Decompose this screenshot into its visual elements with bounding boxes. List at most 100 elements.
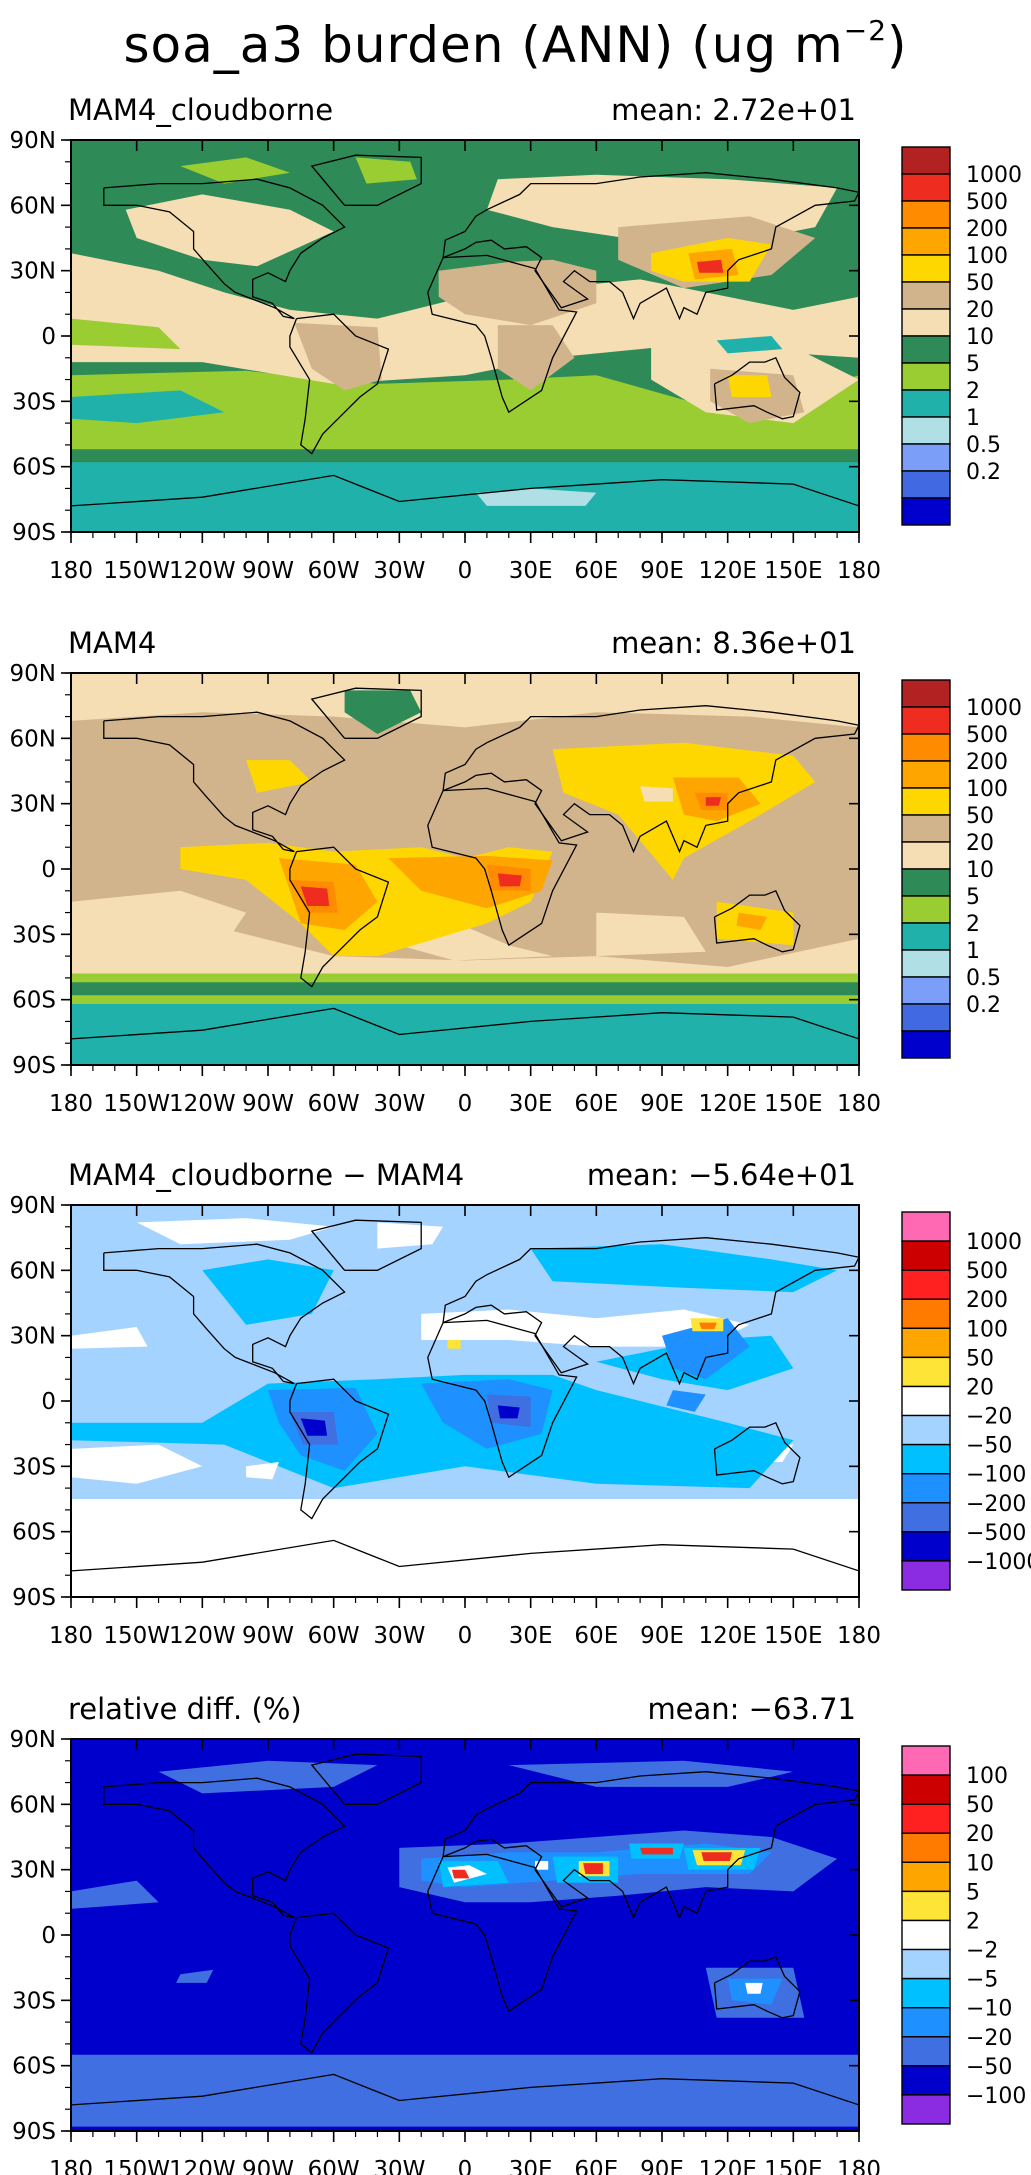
y-tick-label: 30N [10,259,56,285]
colorbar-label: 10 [966,325,994,350]
panel-title: MAM4_cloudborne [68,93,333,127]
x-tick-label: 0 [458,1091,473,1117]
contour-region [71,390,225,424]
colorbar-label: −10 [966,1997,1012,2022]
colorbar-swatch [901,497,951,526]
y-tick-label: 90S [12,1053,56,1079]
colorbar-label: 1 [966,406,980,431]
x-tick-label: 120W [169,558,236,584]
contour-region [596,912,706,957]
contour-region [71,1880,159,1909]
contour-region [71,1499,859,1597]
coastline [289,1912,390,2054]
x-tick-label: 0 [458,1623,473,1649]
colorbar-swatch [901,976,951,1005]
colorbar-label: 2 [966,912,980,937]
x-tick-label: 60E [574,558,618,584]
colorbar-swatch [901,1502,951,1533]
colorbar-label: 50 [966,1346,994,1371]
colorbar-label: 500 [966,1259,1008,1284]
y-tick-label: 90N [10,1193,56,1219]
colorbar-swatch [901,1356,951,1388]
colorbar-swatch [901,389,951,418]
colorbar-label: 5 [966,1880,980,1905]
contour-region [125,194,334,267]
x-tick-label: 120E [698,1091,756,1117]
colorbar-swatch [901,2006,951,2038]
y-tick-label: 60S [12,988,56,1014]
colorbar-swatch [901,949,951,978]
x-tick-label: 90E [640,1623,684,1649]
contour-region [71,1444,203,1484]
coastline [713,356,801,420]
contour-region [497,873,522,887]
colorbar-swatch [901,1298,951,1329]
colorbar-label: 0.5 [966,966,1001,991]
y-tick-label: 60S [12,1520,56,1546]
contour-region [640,1847,673,1855]
contour-region [640,786,673,802]
colorbar-label: 0.2 [966,460,1001,485]
colorbar-swatch [901,1030,951,1059]
colorbar-label: −1000 [966,1550,1031,1575]
colorbar-swatch [901,1890,951,1922]
colorbar-swatch [901,1861,951,1893]
x-tick-label: 0 [458,558,473,584]
contour-region [246,1462,279,1480]
colorbar-swatch [901,1240,951,1271]
colorbar-swatch [901,1832,951,1863]
colorbar-swatch [901,1977,951,2009]
x-tick-label: 30W [373,1091,425,1117]
x-tick-label: 60W [308,1623,360,1649]
colorbar-label: 10 [966,1851,994,1876]
y-tick-label: 90S [12,520,56,546]
x-tick-label: 90W [242,1623,294,1649]
contour-region [508,1760,794,1787]
colorbar-label: 100 [966,244,1008,269]
colorbar-swatch [901,841,951,870]
contour-region [180,157,290,184]
y-tick-label: 90N [10,661,56,687]
colorbar-label: 20 [966,831,994,856]
contour-region [697,259,724,273]
colorbar-label: 2 [966,379,980,404]
colorbar-label: 200 [966,1288,1008,1313]
colorbar-label: −5 [966,1968,998,1993]
x-tick-label: 60W [308,558,360,584]
x-tick-label: 30E [509,1623,553,1649]
colorbar-swatch [901,416,951,445]
colorbar-swatch [901,1414,951,1446]
contour-region [71,318,181,350]
x-tick-label: 150W [103,2157,170,2175]
contour-field [71,140,859,532]
contour-region [71,982,859,996]
colorbar: 1000 500 200 100 50 20 −20 −50 −100 −200 −500 −1000 [901,1211,1031,1591]
colorbar-label: −20 [966,2026,1012,2051]
colorbar-label: 5 [966,885,980,910]
colorbar-label: 2 [966,1909,980,1934]
y-tick-label: 60N [10,726,56,752]
colorbar-label: −2 [966,1939,998,1964]
contour-field [71,1205,859,1597]
x-tick-label: 120E [698,558,756,584]
panel-title: relative diff. (%) [68,1692,302,1726]
contour-region [71,370,859,450]
map-panel-2: MAM4 mean: 8.36e+01 180 150W 120W 90W 60W 30W 0 3… [10,626,1022,1117]
y-tick-label: 0 [41,857,56,883]
contour-region [705,797,722,806]
colorbar-label: 100 [966,1317,1008,1342]
map-panel-1: MAM4_cloudborne mean: 2.72e+01 180 150W 120W… [10,93,1022,584]
contour-region [344,690,422,734]
x-tick-label: 90E [640,558,684,584]
x-tick-label: 30W [373,558,425,584]
x-tick-label: 60E [574,1623,618,1649]
panel-title: MAM4_cloudborne − MAM4 [68,1158,464,1192]
x-tick-label: 120W [169,2157,236,2175]
y-tick-label: 60S [12,455,56,481]
panel-mean-label: mean: −5.64e+01 [587,1158,856,1192]
colorbar-swatch [901,1803,951,1834]
coastline [289,846,390,988]
x-tick-label: 60E [574,1091,618,1117]
